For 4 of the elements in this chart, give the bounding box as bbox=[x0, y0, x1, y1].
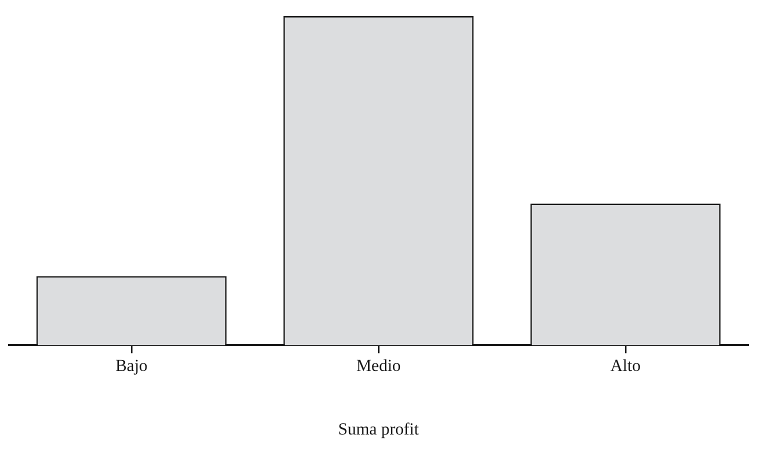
x-tick-label: Alto bbox=[610, 356, 641, 375]
x-axis-title: Suma profit bbox=[338, 419, 420, 438]
x-tick-label: Medio bbox=[356, 356, 401, 375]
x-tick-label: Bajo bbox=[115, 356, 148, 375]
